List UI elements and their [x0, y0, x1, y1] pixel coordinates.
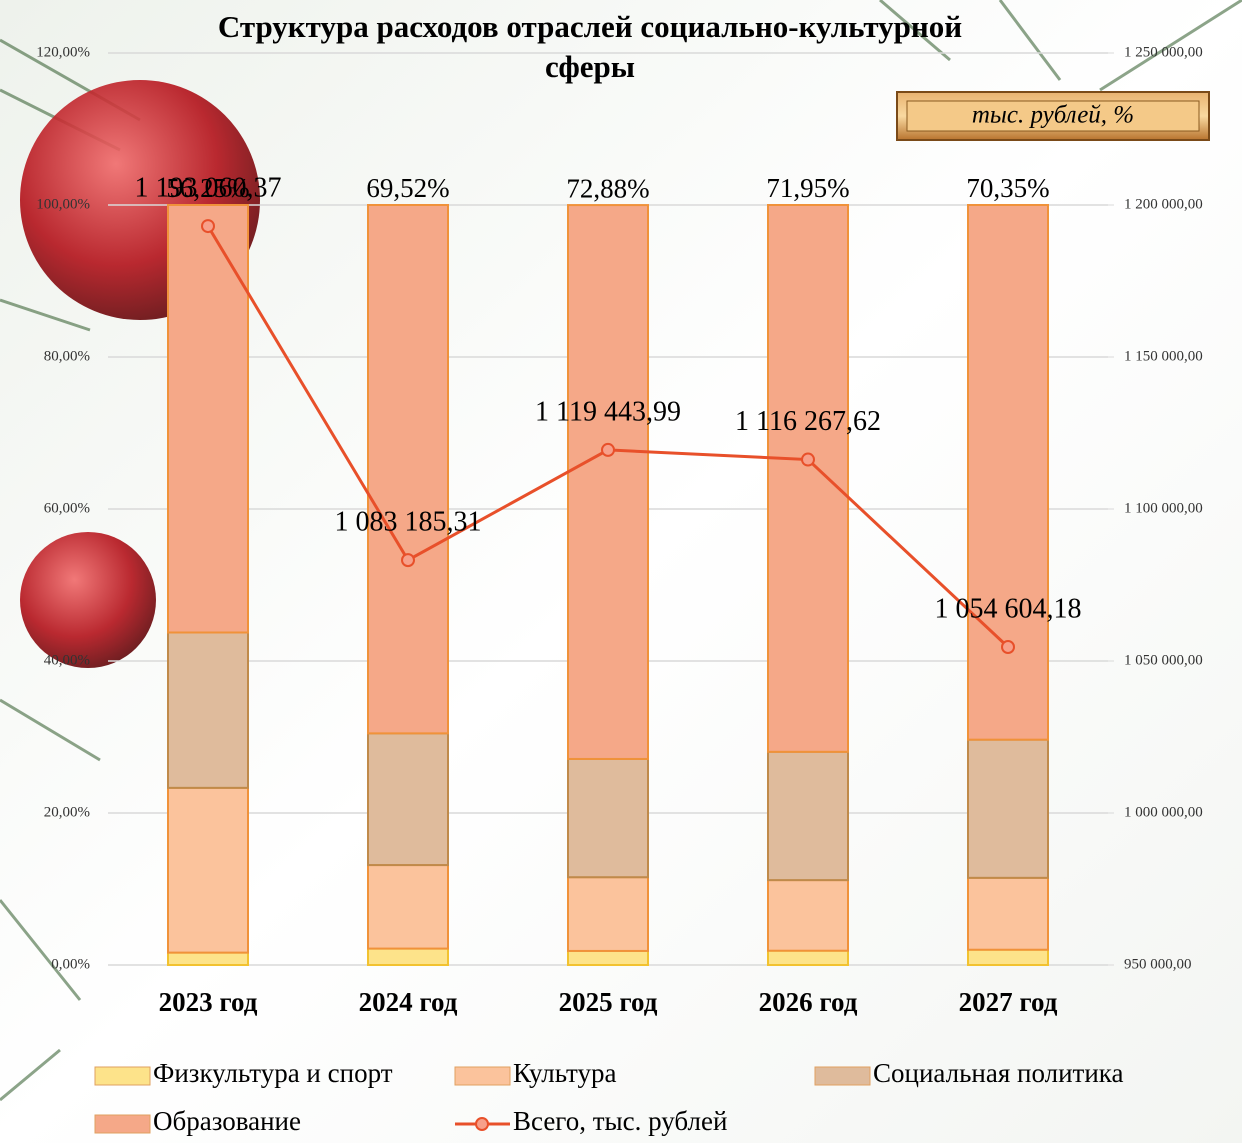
bar-segment [167, 951, 249, 966]
ornament [20, 532, 156, 668]
y-tick-label: 80,00% [44, 348, 90, 364]
bar-segment [767, 204, 849, 753]
legend-label: Всего, тыс. рублей [513, 1106, 727, 1136]
bar-segment [567, 757, 649, 879]
bar-segment [367, 947, 449, 966]
data-label: 71,95% [766, 173, 849, 203]
x-tick-label: 2027 год [959, 987, 1058, 1017]
bar-segment [967, 204, 1049, 741]
legend-swatch [454, 1066, 511, 1086]
x-tick-label: 2026 год [759, 987, 858, 1017]
y-tick-label: 40,00% [44, 652, 90, 668]
chart-title: сферы [545, 49, 635, 84]
x-tick-label: 2024 год [359, 987, 458, 1017]
bar-segment [367, 864, 449, 950]
x-tick-label: 2023 год [159, 987, 258, 1017]
legend-label: Образование [153, 1106, 301, 1136]
data-label: 56,25% [166, 173, 249, 203]
bar-segment [767, 949, 849, 966]
line-point [201, 219, 215, 234]
legend-marker [475, 1117, 489, 1131]
legend-label: Культура [513, 1058, 616, 1088]
y2-tick-label: 1 050 000,00 [1124, 652, 1203, 668]
line-point [401, 553, 415, 568]
bar-segment [167, 631, 249, 789]
chart-title-line: Структура расходов отраслей социально-ку… [218, 9, 962, 84]
y-tick-label: 20,00% [44, 804, 90, 820]
y-tick-label: 120,00% [36, 44, 90, 60]
unit-label: тыс. рублей, % [972, 102, 1134, 129]
bar-segment [167, 204, 249, 634]
line-label: 1 116 267,62 [735, 406, 881, 437]
legend-label: Социальная политика [873, 1058, 1123, 1088]
chart-title: Структура расходов отраслей социально-ку… [218, 9, 962, 44]
data-label: 72,88% [566, 173, 649, 203]
unit-box-inner [906, 100, 1200, 132]
bar-segment [567, 949, 649, 967]
legend-swatch [94, 1114, 151, 1134]
y-tick-label: 100,00% [36, 196, 90, 212]
y2-tick-label: 1 100 000,00 [1124, 500, 1203, 516]
bar-segment [367, 204, 449, 735]
line-point [801, 452, 815, 467]
bar-segment [567, 876, 649, 952]
bar-segment [167, 786, 249, 954]
data-label: 69,52% [366, 173, 449, 203]
line-label: 1 193 060,37 [135, 173, 282, 204]
legend-label: Физкультура и спорт [153, 1058, 393, 1088]
y-tick-label: 60,00% [44, 500, 90, 516]
y2-tick-label: 1 200 000,00 [1124, 196, 1203, 212]
bar-segment [967, 876, 1049, 951]
line-point [601, 442, 615, 457]
bar-segment [967, 738, 1049, 879]
data-label: 70,35% [966, 173, 1049, 203]
bar-segment [967, 948, 1049, 966]
bar-segment [567, 204, 649, 760]
y-tick-label: 0,00% [51, 956, 90, 972]
line-label: 1 054 604,18 [935, 593, 1082, 624]
y2-tick-label: 1 000 000,00 [1124, 804, 1203, 820]
line-point [1001, 640, 1015, 655]
legend-swatch [94, 1066, 151, 1086]
bar-segment [767, 879, 849, 952]
x-tick-label: 2025 год [559, 987, 658, 1017]
bar-segment [767, 750, 849, 882]
y2-tick-label: 1 150 000,00 [1124, 348, 1203, 364]
y2-tick-label: 1 250 000,00 [1124, 44, 1203, 60]
bar-segment [367, 732, 449, 867]
y2-tick-label: 950 000,00 [1124, 956, 1192, 972]
legend-swatch [814, 1066, 871, 1086]
line-label: 1 083 185,31 [335, 507, 482, 538]
line-label: 1 119 443,99 [535, 396, 681, 427]
